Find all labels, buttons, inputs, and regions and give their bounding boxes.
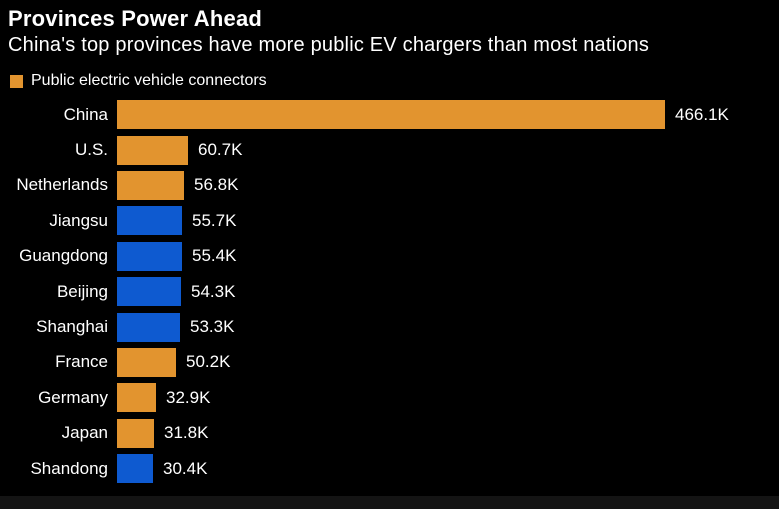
category-label: Beijing: [56, 281, 108, 301]
category-label: China: [63, 104, 108, 124]
legend: Public electric vehicle connectors: [10, 73, 267, 89]
legend-label: Public electric vehicle connectors: [31, 72, 267, 89]
chart-row: Netherlands 56.8K: [0, 168, 779, 203]
bar: [117, 135, 188, 165]
category-label: Shanghai: [36, 317, 108, 337]
chart-row: Shandong 30.4K: [0, 451, 779, 486]
chart-row: Guangdong 55.4K: [0, 239, 779, 274]
category-label: France: [55, 352, 108, 372]
category-label: Netherlands: [16, 175, 108, 195]
value-label: 60.7K: [198, 140, 243, 160]
chart-row: Beijing 54.3K: [0, 274, 779, 309]
chart-row: Shanghai 53.3K: [0, 309, 779, 344]
value-label: 54.3K: [191, 281, 236, 301]
category-label: Guangdong: [19, 246, 108, 266]
bar: [117, 277, 181, 307]
chart-row: Jiangsu 55.7K: [0, 203, 779, 238]
category-label: Germany: [38, 387, 108, 407]
bar: [117, 170, 184, 200]
category-label: Shandong: [30, 458, 108, 478]
legend-swatch-icon: [10, 74, 23, 88]
bar: [117, 347, 176, 377]
value-label: 53.3K: [190, 317, 235, 337]
chart-row: France 50.2K: [0, 345, 779, 380]
bar-chart: China 466.1K U.S. 60.7K Netherlands 56.8K Jian…: [0, 97, 779, 486]
bar: [117, 383, 156, 413]
chart-row: Japan 31.8K: [0, 416, 779, 451]
category-label: Japan: [61, 423, 108, 443]
bar: [117, 206, 182, 236]
value-label: 50.2K: [186, 352, 231, 372]
value-label: 56.8K: [194, 175, 239, 195]
value-label: 55.7K: [192, 210, 237, 230]
chart-row: China 466.1K: [0, 97, 779, 132]
value-label: 55.4K: [192, 246, 237, 266]
chart-title: Provinces Power Ahead: [8, 6, 263, 31]
bottom-strip: [0, 496, 779, 509]
chart-subtitle: China's top provinces have more public E…: [8, 34, 650, 56]
chart-row: Germany 32.9K: [0, 380, 779, 415]
chart-header: Provinces Power Ahead China's top provin…: [8, 6, 771, 59]
bar: [117, 100, 665, 130]
chart-row: U.S. 60.7K: [0, 132, 779, 167]
value-label: 30.4K: [163, 458, 208, 478]
bar: [117, 418, 154, 448]
bar: [117, 312, 180, 342]
bar: [117, 454, 153, 484]
category-label: Jiangsu: [49, 210, 108, 230]
value-label: 31.8K: [164, 423, 209, 443]
value-label: 466.1K: [675, 104, 729, 124]
category-label: U.S.: [74, 140, 108, 160]
bar: [117, 241, 182, 271]
value-label: 32.9K: [166, 387, 211, 407]
